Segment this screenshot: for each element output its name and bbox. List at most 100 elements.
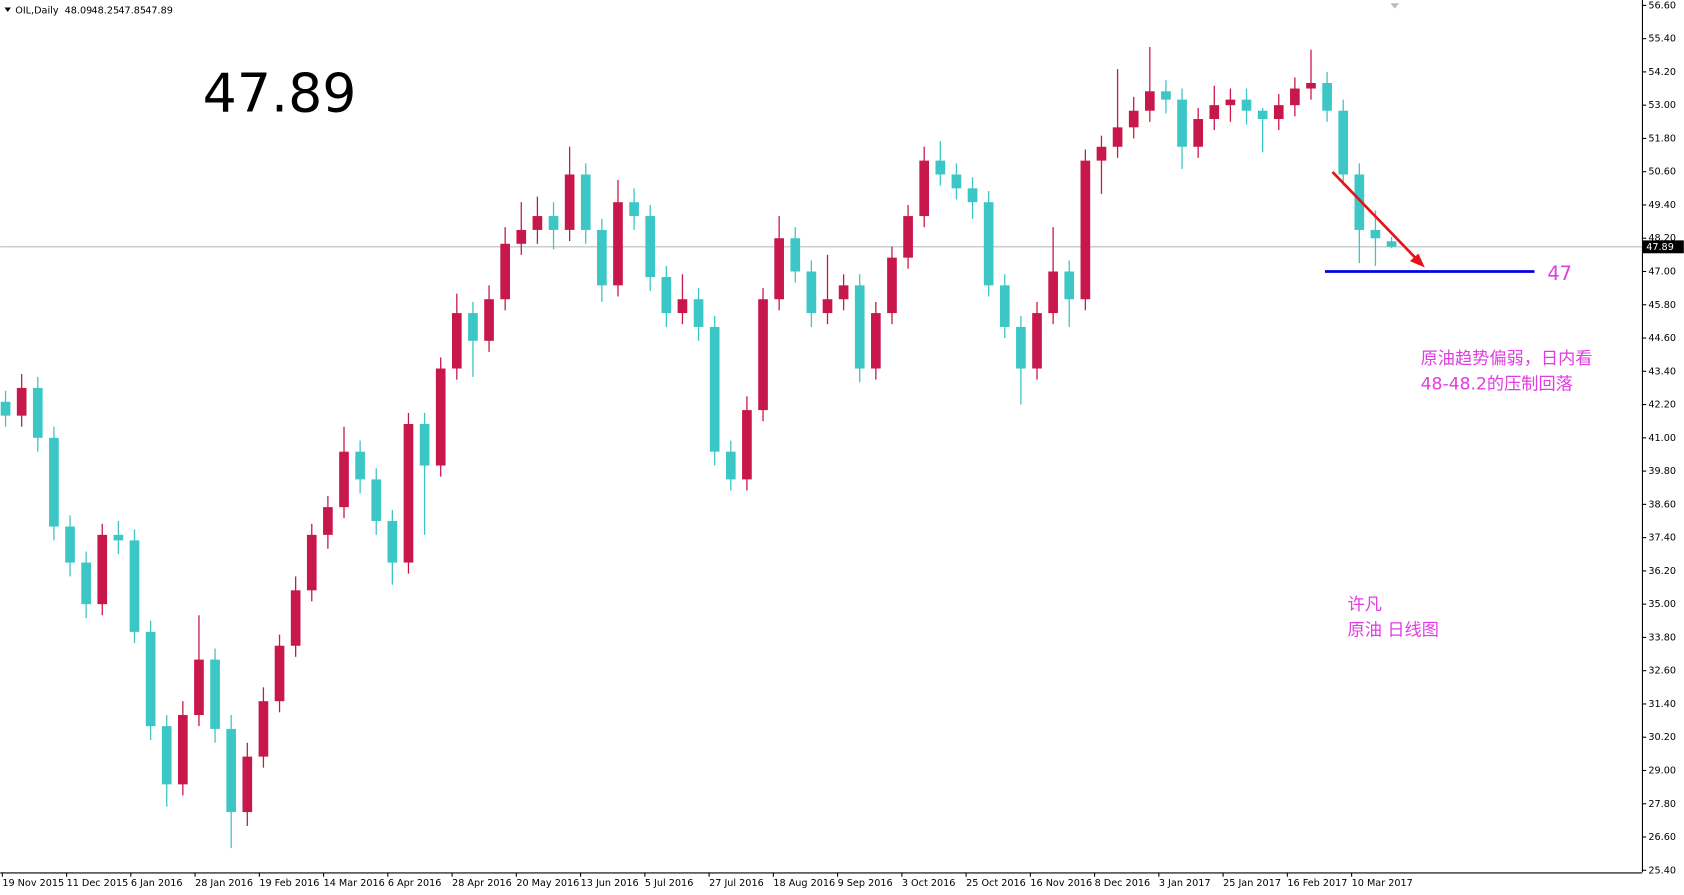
- y-tick-label: 43.40: [1648, 366, 1676, 377]
- trend-arrow-head: [1409, 253, 1425, 268]
- y-tick-label: 53.00: [1648, 100, 1676, 111]
- header-value: 48.09: [65, 6, 93, 17]
- candle-body: [178, 715, 188, 785]
- candle-body: [1016, 326, 1026, 369]
- y-tick-label: 27.80: [1648, 799, 1676, 810]
- x-tick-label: 11 Dec 2015: [67, 878, 129, 889]
- candle-body: [838, 285, 849, 300]
- candle-body: [339, 451, 349, 508]
- shift-marker: [1390, 3, 1400, 9]
- candle-body: [645, 216, 656, 278]
- x-tick-label: 25 Oct 2016: [966, 878, 1026, 889]
- candle-body: [1306, 82, 1316, 89]
- candle-body: [871, 313, 881, 369]
- candle-body: [758, 299, 768, 411]
- x-tick-label: 20 May 2016: [516, 878, 579, 889]
- candle-body: [709, 326, 720, 452]
- candle-body: [677, 299, 688, 314]
- x-tick-label: 13 Jun 2016: [581, 878, 639, 889]
- candle-body: [49, 437, 59, 527]
- candle-body: [1257, 110, 1268, 120]
- y-tick-label: 50.60: [1648, 167, 1676, 178]
- candle-body: [468, 313, 478, 341]
- header-value: 47.85: [118, 6, 146, 17]
- header-value: 48.25: [92, 6, 120, 17]
- candle-body: [97, 534, 108, 605]
- y-tick-label: 51.80: [1648, 133, 1676, 144]
- x-tick-label: 19 Feb 2016: [259, 878, 319, 889]
- y-tick-label: 42.20: [1648, 400, 1676, 411]
- candle-body: [1080, 160, 1091, 300]
- candle-body: [1128, 110, 1139, 128]
- candle-body: [371, 479, 382, 521]
- candle-body: [306, 534, 317, 591]
- candle-body: [435, 368, 446, 466]
- candle-body: [419, 423, 430, 466]
- candle-body: [1144, 91, 1155, 111]
- candle-body: [129, 540, 140, 632]
- candle-body: [113, 534, 124, 541]
- y-tick-label: 33.80: [1648, 632, 1676, 643]
- menu-arrow: [4, 7, 11, 12]
- candle-body: [564, 174, 575, 230]
- candle-body: [161, 726, 172, 785]
- candle-body: [742, 410, 752, 480]
- candle-body: [194, 659, 204, 716]
- candle-body: [1370, 229, 1381, 239]
- y-tick-label: 31.40: [1648, 699, 1676, 710]
- candle-body: [516, 229, 527, 244]
- candle-body: [1096, 146, 1107, 161]
- candle-body: [500, 243, 511, 300]
- y-tick-label: 41.00: [1648, 433, 1676, 444]
- candle-body: [725, 451, 736, 480]
- candle-body: [1032, 313, 1042, 369]
- y-tick-label: 45.80: [1648, 300, 1676, 311]
- y-tick-label: 29.00: [1648, 765, 1676, 776]
- x-tick-label: 27 Jul 2016: [709, 878, 764, 889]
- x-tick-label: 9 Sep 2016: [838, 878, 893, 889]
- candle-body: [967, 188, 978, 203]
- candle-body: [290, 590, 301, 646]
- y-tick-label: 54.20: [1648, 67, 1676, 78]
- y-tick-label: 44.60: [1648, 333, 1676, 344]
- candle-body: [145, 631, 156, 727]
- candle-body: [81, 562, 91, 605]
- y-tick-label: 39.80: [1648, 466, 1676, 477]
- candle-body: [887, 257, 897, 314]
- candle-body: [822, 299, 833, 314]
- trend-arrow: [1331, 170, 1422, 265]
- y-tick-label: 37.40: [1648, 533, 1676, 544]
- candle-body: [1112, 127, 1123, 147]
- candle-body: [854, 285, 865, 369]
- candle-body: [597, 229, 607, 286]
- candle-body: [387, 520, 398, 563]
- candle-body: [903, 216, 913, 258]
- candle-body: [355, 451, 365, 480]
- y-tick-label: 25.40: [1648, 865, 1676, 876]
- candle-body: [1177, 99, 1187, 147]
- y-tick-label: 38.60: [1648, 499, 1676, 510]
- y-tick-label: 55.40: [1648, 34, 1676, 45]
- candle-body: [226, 728, 237, 813]
- candle-body: [1386, 241, 1397, 247]
- x-tick-label: 3 Oct 2016: [902, 878, 956, 889]
- y-tick-label: 56.60: [1648, 0, 1676, 11]
- x-tick-label: 10 Mar 2017: [1352, 878, 1413, 889]
- candle-body: [1048, 271, 1058, 314]
- x-tick-label: 14 Mar 2016: [324, 878, 385, 889]
- price-tag-label: 47.89: [1646, 242, 1674, 253]
- candle-body: [1273, 105, 1284, 120]
- candle-body: [935, 160, 946, 175]
- candle-body: [1064, 271, 1075, 300]
- candle-body: [629, 202, 639, 217]
- candle-body: [661, 277, 672, 314]
- x-tick-label: 8 Dec 2016: [1095, 878, 1151, 889]
- candle-body: [951, 174, 962, 189]
- x-tick-label: 28 Jan 2016: [195, 878, 253, 889]
- x-tick-label: 16 Feb 2017: [1287, 878, 1347, 889]
- candle-body: [806, 271, 817, 314]
- candle-body: [1338, 110, 1349, 175]
- y-tick-label: 49.40: [1648, 200, 1676, 211]
